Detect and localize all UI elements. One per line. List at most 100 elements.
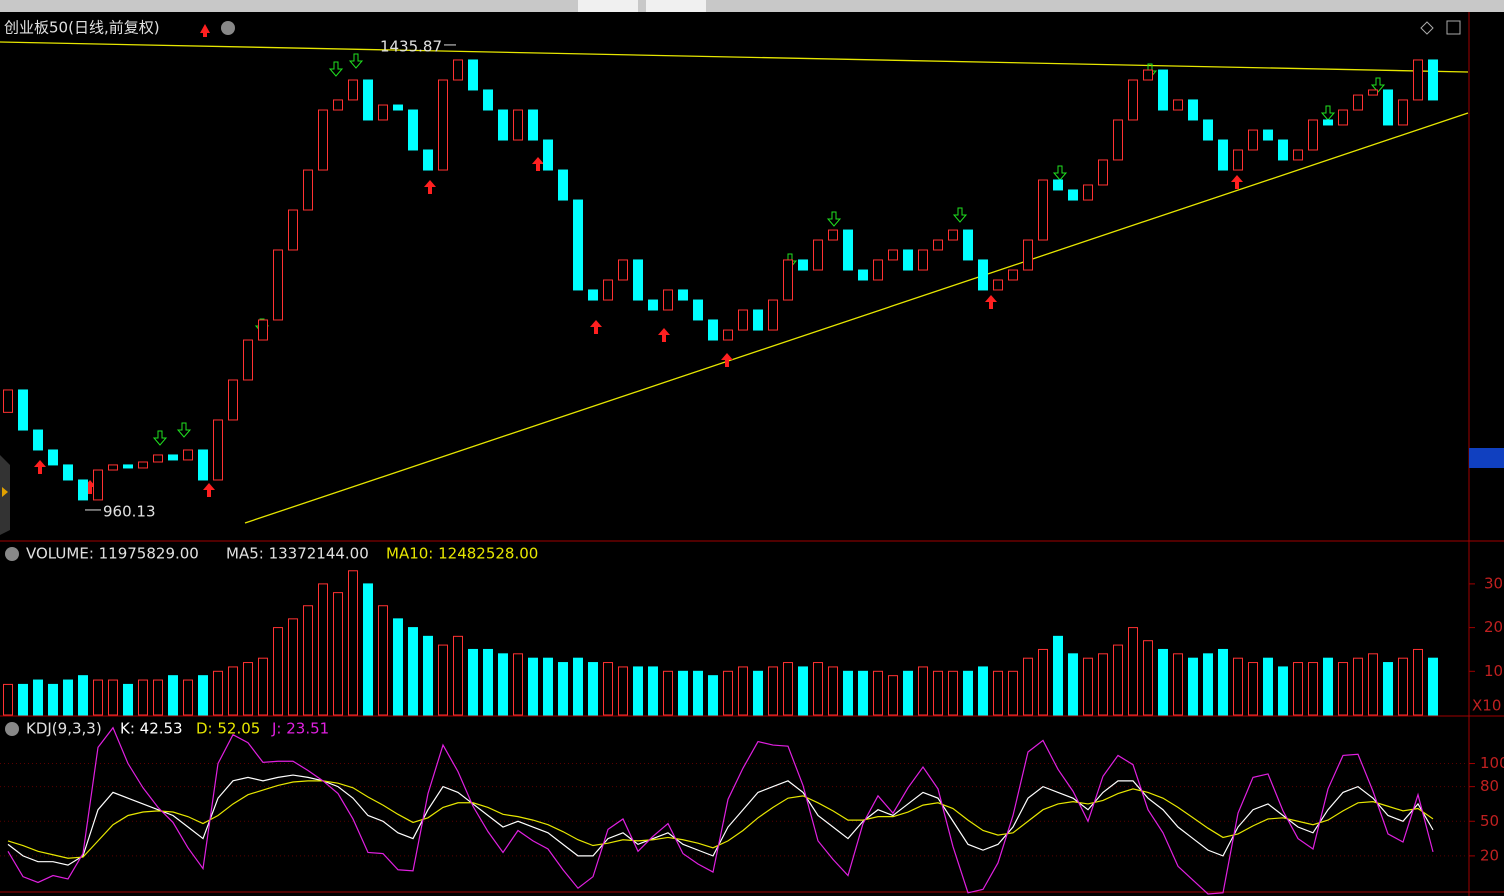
candle-body <box>888 249 898 261</box>
volume-bar <box>438 644 448 716</box>
candle-body <box>1278 139 1288 161</box>
y-tick-label: 20 <box>1484 618 1503 636</box>
volume-bar <box>723 670 733 716</box>
volume-bar <box>918 666 928 716</box>
high-label: 1435.87 <box>380 37 442 55</box>
candle-body <box>213 419 223 481</box>
window-button[interactable] <box>1446 20 1461 35</box>
candle-body <box>18 389 28 431</box>
candle-body <box>243 339 253 381</box>
volume-bar <box>258 657 268 716</box>
y-tick-label: 10 <box>1484 662 1503 680</box>
panel-header: VOLUME: 11975829.00 <box>26 545 199 563</box>
panel-header: MA5: 13372144.00 <box>226 545 369 563</box>
candle-body <box>978 259 988 291</box>
candle-body <box>1128 79 1138 121</box>
volume-bar <box>33 679 43 716</box>
volume-bar <box>993 670 1003 716</box>
menu-tab[interactable] <box>646 0 706 12</box>
buy-arrow <box>658 328 670 342</box>
candle-body <box>1428 59 1438 101</box>
candle-body <box>1383 89 1393 126</box>
volume-bar <box>1128 627 1138 716</box>
candle-body <box>738 309 748 331</box>
side-handle[interactable] <box>0 455 10 535</box>
volume-bar <box>783 662 793 716</box>
candle-body <box>378 104 388 121</box>
sell-arrow <box>1370 77 1386 93</box>
menu-button[interactable] <box>221 21 235 35</box>
candle-body <box>933 239 943 251</box>
candle-body <box>423 149 433 171</box>
volume-bar <box>63 679 73 716</box>
volume-bar <box>363 583 373 716</box>
candle-body <box>483 89 493 111</box>
volume-bar <box>873 670 883 716</box>
buy-arrow <box>34 460 46 474</box>
volume-bar <box>813 662 823 716</box>
volume-bar <box>1083 657 1093 716</box>
candle-body <box>123 464 133 469</box>
volume-bar <box>588 662 598 716</box>
volume-bar <box>138 679 148 716</box>
volume-bar <box>1113 644 1123 716</box>
candle-body <box>438 79 448 171</box>
volume-bar <box>393 618 403 716</box>
candle-body <box>1008 269 1018 281</box>
volume-bar <box>1233 657 1243 716</box>
candle-body <box>558 169 568 201</box>
menu-button[interactable] <box>5 547 19 561</box>
volume-bar <box>48 683 58 716</box>
volume-bar <box>933 670 943 716</box>
unit-label: X10 <box>1472 697 1501 715</box>
volume-bar <box>963 670 973 716</box>
volume-bar <box>288 618 298 716</box>
volume-bar <box>228 666 238 716</box>
sell-arrow <box>328 61 344 77</box>
candle-body <box>1398 99 1408 126</box>
candle-body <box>468 59 478 91</box>
candle-body <box>1338 109 1348 126</box>
candle-body <box>603 279 613 301</box>
candle-body <box>513 109 523 141</box>
candle-body <box>1068 189 1078 201</box>
menu-button[interactable] <box>5 722 19 736</box>
volume-bar <box>78 675 88 716</box>
volume-bar <box>978 666 988 716</box>
volume-bar <box>1218 648 1228 716</box>
trend-line <box>0 41 1469 73</box>
volume-bar <box>1203 653 1213 716</box>
side-handle-arrow[interactable] <box>2 487 8 497</box>
sell-arrow <box>152 430 168 446</box>
candle-body <box>528 109 538 141</box>
candle-body <box>183 449 193 461</box>
price-flag <box>1469 448 1504 468</box>
candle-body <box>963 229 973 261</box>
volume-bar <box>1398 657 1408 716</box>
candle-body <box>573 199 583 291</box>
volume-bar <box>843 670 853 716</box>
candle-body <box>393 104 403 111</box>
candle-body <box>3 389 13 413</box>
sell-arrow <box>176 422 192 438</box>
volume-bar <box>168 675 178 716</box>
volume-bar <box>408 627 418 716</box>
panel-header: MA10: 12482528.00 <box>386 545 538 563</box>
volume-bar <box>198 675 208 716</box>
candle-body <box>1203 119 1213 141</box>
volume-bar <box>1383 662 1393 716</box>
candle-body <box>33 429 43 451</box>
candle-body <box>648 299 658 311</box>
candle-body <box>633 259 643 301</box>
candle-body <box>288 209 298 251</box>
volume-bar <box>153 679 163 716</box>
menu-tab[interactable] <box>578 0 638 12</box>
kdj-line <box>7 774 1434 866</box>
volume-bar <box>1338 662 1348 716</box>
volume-bar <box>1323 657 1333 716</box>
low-label: 960.13 <box>103 502 156 520</box>
volume-bar <box>768 666 778 716</box>
candle-body <box>1188 99 1198 121</box>
diamond-icon[interactable] <box>1420 21 1434 35</box>
